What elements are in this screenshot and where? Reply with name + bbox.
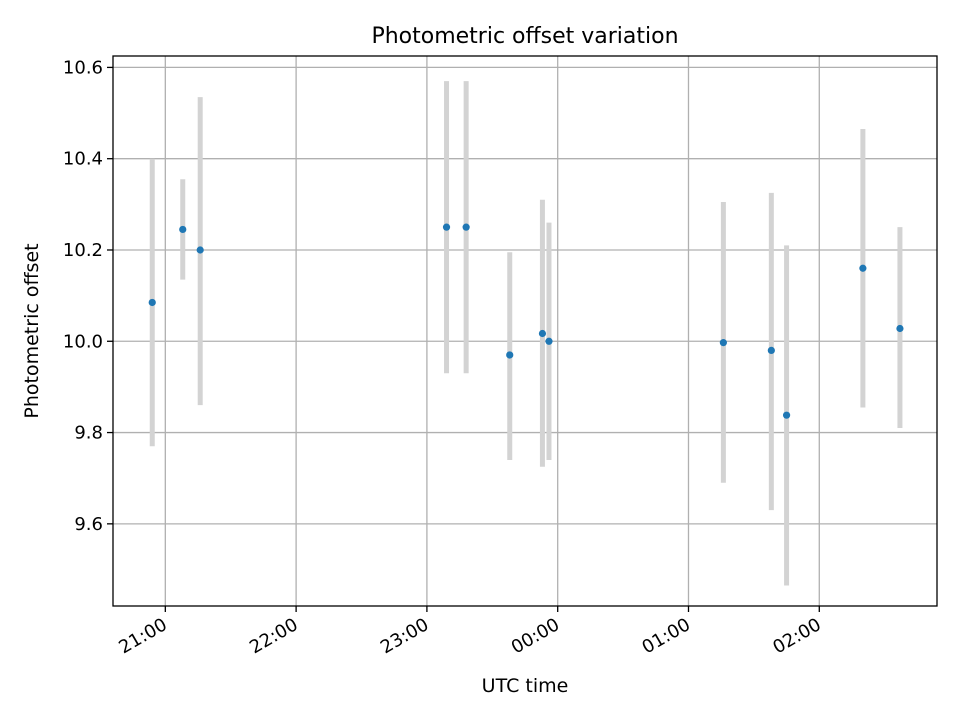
y-tick-label: 10.2: [63, 240, 103, 261]
y-axis-ticks: 9.6 9.8 10.0 10.2 10.4 10.6: [63, 57, 113, 535]
y-tick-label: 9.6: [74, 514, 103, 535]
x-tick-label: 01:00: [639, 614, 694, 658]
data-point: [719, 339, 727, 347]
y-tick-label: 10.6: [63, 57, 103, 78]
chart-title: Photometric offset variation: [371, 24, 678, 49]
x-tick-label: 02:00: [769, 614, 824, 658]
y-tick-label: 10.4: [63, 149, 103, 170]
data-point: [196, 246, 204, 254]
plot-area: [113, 56, 937, 606]
x-tick-label: 00:00: [508, 614, 563, 658]
data-point: [148, 298, 156, 307]
data-point: [442, 223, 451, 231]
data-point: [179, 225, 187, 234]
grid: [113, 56, 937, 606]
data-point: [896, 324, 904, 333]
data-point: [782, 411, 791, 419]
data-point: [506, 351, 514, 359]
x-tick-label: 21:00: [115, 614, 170, 658]
x-axis-label: UTC time: [482, 675, 569, 697]
y-axis-label: Photometric offset: [21, 243, 43, 418]
x-tick-label: 23:00: [377, 614, 432, 658]
data-point: [767, 346, 775, 354]
x-axis-ticks: 21:00 22:00 23:00 00:00 01:00 02:00: [115, 606, 825, 658]
data-point: [545, 337, 553, 345]
y-tick-label: 10.0: [63, 331, 103, 352]
y-tick-label: 9.8: [74, 423, 103, 444]
x-tick-label: 22:00: [246, 614, 301, 658]
data-point: [859, 264, 867, 272]
data-point: [462, 223, 470, 231]
data-points: [148, 223, 904, 419]
plot-frame: [112, 55, 938, 607]
data-point: [538, 329, 547, 338]
